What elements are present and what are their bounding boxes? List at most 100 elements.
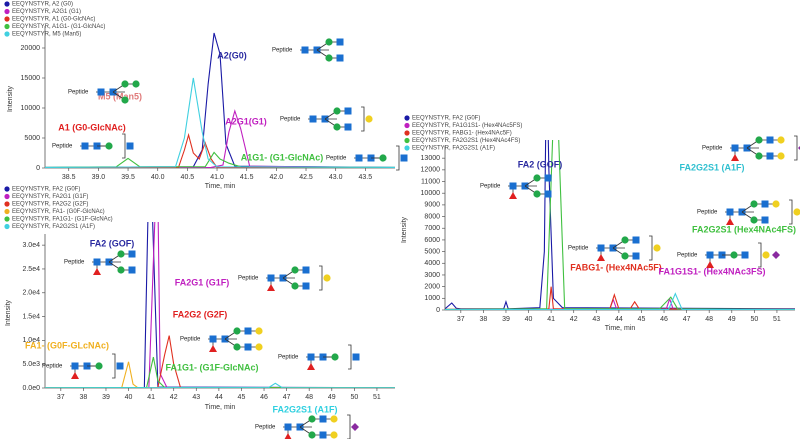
peptide-label: Peptide: [52, 144, 73, 150]
x-tick-label: 47: [683, 316, 691, 323]
fucose: [209, 345, 217, 352]
x-tick-label: 51: [373, 394, 381, 401]
y-tick-label: 3000: [424, 272, 440, 279]
mannose: [233, 343, 241, 351]
glcnac: [632, 236, 640, 244]
peptide-label: Peptide: [68, 90, 89, 96]
glcnac: [128, 250, 136, 258]
peak-annotation: FA1G1S1- (Hex4NAc3FS): [658, 266, 765, 276]
y-axis-label: Intensity: [7, 85, 14, 112]
galactose: [762, 251, 770, 259]
mannose: [117, 250, 125, 258]
y-tick-label: 4000: [424, 260, 440, 267]
glcnac: [597, 244, 605, 252]
x-tick-label: 43: [192, 394, 200, 401]
bracket: [758, 242, 762, 268]
glcnac: [344, 123, 352, 131]
y-tick-label: 10000: [21, 105, 41, 112]
galactose: [255, 327, 263, 335]
glcnac: [209, 335, 217, 343]
mannose: [308, 431, 316, 439]
legend-swatch: [4, 23, 10, 30]
glcnac: [336, 54, 344, 62]
glcnac: [128, 266, 136, 274]
glcnac: [544, 190, 552, 198]
legend-swatch: [404, 122, 410, 129]
x-tick-label: 40: [125, 394, 133, 401]
galactose: [772, 200, 780, 208]
x-tick-label: 41: [147, 394, 155, 401]
mannose: [121, 80, 129, 88]
chromatogram-trace: [45, 222, 395, 388]
fucose: [93, 268, 101, 275]
legend-swatch: [4, 193, 10, 200]
x-axis-label: Time, min: [205, 404, 236, 411]
bracket: [347, 414, 351, 439]
mannose: [117, 266, 125, 274]
mannose: [121, 96, 129, 104]
glcnac: [766, 136, 774, 144]
x-tick-label: 42.5: [299, 174, 313, 181]
glcnac: [93, 258, 101, 266]
mannose: [132, 80, 140, 88]
legend-entry: EEQYNSTYR, FA1G1S1- (Hex4NAc5FS): [412, 123, 522, 129]
glcnac: [731, 144, 739, 152]
x-tick-label: 44: [615, 316, 623, 323]
peak-annotation: FA2G2S1 (A1F): [679, 162, 744, 172]
x-tick-label: 39.0: [92, 174, 106, 181]
glcnac: [284, 423, 292, 431]
x-tick-label: 42: [170, 394, 178, 401]
mannose: [233, 327, 241, 335]
x-tick-label: 45: [238, 394, 246, 401]
legend-swatch: [4, 216, 10, 222]
glcnac: [302, 266, 310, 274]
galactose: [793, 208, 800, 216]
x-tick-label: 43.5: [359, 174, 373, 181]
bracket: [361, 106, 365, 132]
peptide-label: Peptide: [702, 146, 723, 152]
fucose: [726, 218, 734, 225]
mannose: [533, 174, 541, 182]
y-tick-label: 13000: [421, 155, 441, 162]
x-tick-label: 50: [350, 394, 358, 401]
fucose: [597, 254, 605, 261]
y-tick-label: 1.5e4: [22, 313, 40, 320]
mannose: [750, 200, 758, 208]
x-tick-label: 43.0: [329, 174, 343, 181]
chromatogram-trace: [45, 77, 395, 168]
legend-entry: EEQYNSTYR, FA1- (G0F-GlcNAc): [12, 209, 105, 215]
bracket: [319, 265, 323, 291]
x-tick-label: 37: [457, 316, 465, 323]
fucose: [267, 284, 275, 291]
y-tick-label: 1000: [424, 295, 440, 302]
mannose: [105, 142, 113, 150]
glcnac: [244, 327, 252, 335]
galactose: [330, 431, 338, 439]
peak-annotation: A1G1- (G1-GlcNAc): [241, 152, 324, 162]
x-tick-label: 40: [525, 316, 533, 323]
peak-annotation: FABG1- (Hex4NAc5F): [570, 262, 662, 272]
glcnac: [632, 252, 640, 260]
legend-entry: EEQYNSTYR, FA2G2S1 (A1F): [12, 224, 95, 230]
glcnac: [741, 251, 749, 259]
peak-annotation: A2G1(G1): [225, 116, 267, 126]
peptide-label: Peptide: [180, 337, 201, 343]
peptide-label: Peptide: [697, 210, 718, 216]
y-tick-label: 7000: [424, 225, 440, 232]
y-tick-label: 20000: [21, 45, 41, 52]
mannose: [755, 152, 763, 160]
y-tick-label: 0.0e0: [22, 385, 40, 392]
legend-swatch: [404, 145, 410, 151]
x-tick-label: 38: [79, 394, 87, 401]
legend-swatch: [4, 201, 10, 207]
peak-annotation: A1 (G0-GlcNAc): [58, 122, 126, 132]
x-tick-label: 41.0: [210, 174, 224, 181]
chromatogram-trace: [445, 292, 795, 310]
y-tick-label: 12000: [421, 167, 441, 174]
mannose: [291, 282, 299, 290]
y-tick-label: 1.0e4: [22, 337, 40, 344]
mannose: [325, 54, 333, 62]
glcnac: [726, 208, 734, 216]
legend-swatch: [4, 223, 10, 230]
glcnac: [766, 152, 774, 160]
